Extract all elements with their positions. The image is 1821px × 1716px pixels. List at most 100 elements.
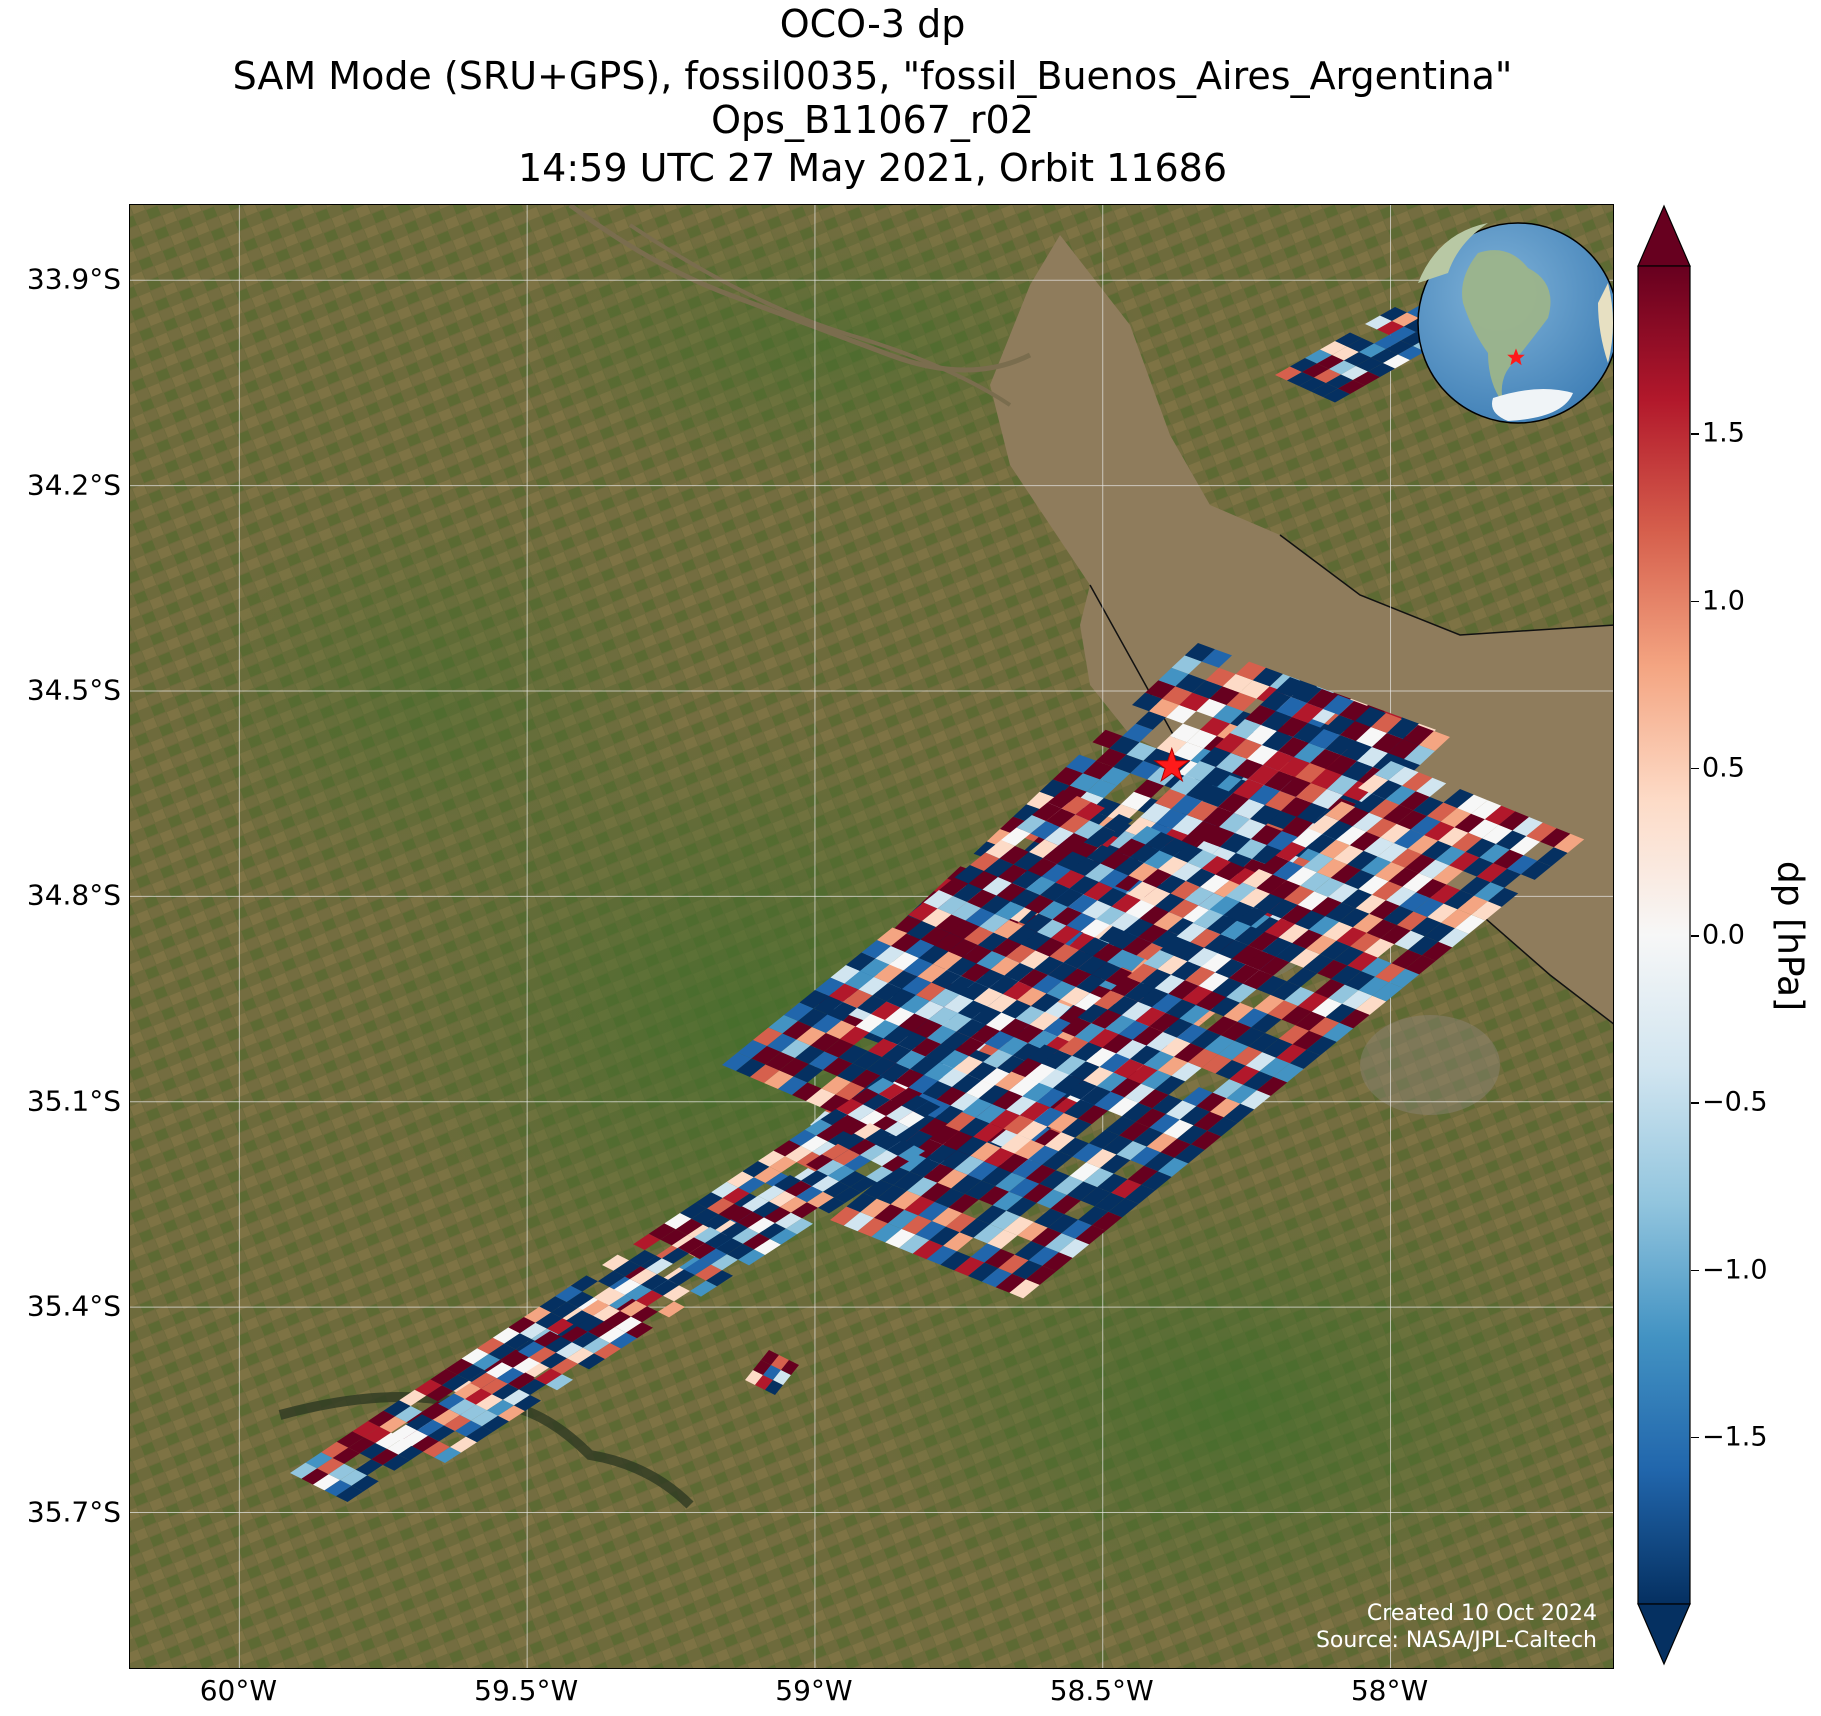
sounding-footprint xyxy=(937,1169,968,1189)
sounding-footprint xyxy=(764,1207,791,1223)
sounding-footprint xyxy=(578,1353,605,1370)
map-panel[interactable]: Created 10 Oct 2024 Source: NASA/JPL-Cal… xyxy=(129,204,1614,1669)
sounding-footprint xyxy=(928,1007,958,1026)
sounding-footprint xyxy=(1236,839,1267,859)
sounding-footprint xyxy=(1110,912,1140,931)
sounding-footprint xyxy=(773,1140,801,1157)
sounding-footprint xyxy=(1168,980,1199,1000)
sounding-footprint xyxy=(745,1370,763,1385)
sounding-footprint xyxy=(933,951,963,970)
colorbar-tick-label: 0.0 xyxy=(1702,919,1745,951)
sounding-footprint xyxy=(1204,827,1235,847)
sounding-footprint xyxy=(1251,1013,1282,1033)
colorbar-tick-label: 0.5 xyxy=(1702,752,1745,784)
sounding-footprint xyxy=(767,1033,797,1052)
sounding-footprint xyxy=(1398,346,1425,360)
sounding-footprint xyxy=(1289,1049,1321,1069)
sounding-footprint xyxy=(658,1301,685,1318)
sounding-footprint xyxy=(615,1316,642,1333)
sounding-footprint xyxy=(1226,1084,1257,1104)
sounding-footprint xyxy=(1149,698,1180,718)
sounding-footprint xyxy=(1396,810,1427,830)
sounding-footprint xyxy=(1424,821,1455,841)
sounding-footprint xyxy=(726,1171,754,1188)
sounding-footprint xyxy=(815,977,845,996)
sounding-footprint xyxy=(694,1227,721,1243)
sounding-footprint xyxy=(535,1312,563,1329)
sounding-footprint xyxy=(641,1274,668,1291)
sounding-footprint xyxy=(444,1415,471,1431)
sounding-footprint xyxy=(454,1383,481,1399)
plot-title-line-4: 14:59 UTC 27 May 2021, Orbit 11686 xyxy=(517,146,1227,190)
sounding-footprint xyxy=(1024,895,1054,914)
sounding-footprint xyxy=(583,1337,610,1354)
sounding-footprint xyxy=(973,1224,1004,1244)
sounding-footprint xyxy=(1111,894,1141,913)
plot-title-line-2: SAM Mode (SRU+GPS), fossil0035, "fossil_… xyxy=(232,54,1513,98)
map-canvas[interactable] xyxy=(130,205,1614,1669)
sounding-footprint xyxy=(1072,1143,1103,1163)
sounding-footprint xyxy=(1317,355,1344,369)
sounding-footprint xyxy=(1211,773,1242,792)
sounding-footprint xyxy=(1299,377,1326,392)
sounding-footprint xyxy=(1410,917,1442,937)
sounding-footprint xyxy=(1229,964,1260,984)
sounding-footprint xyxy=(1275,842,1306,862)
colorbar-tick-label: 1.0 xyxy=(1702,585,1745,616)
sounding-footprint xyxy=(460,1404,487,1421)
sounding-footprint xyxy=(1355,793,1386,813)
sounding-footprint xyxy=(1404,745,1435,765)
sounding-footprint xyxy=(770,1228,797,1245)
sounding-footprint xyxy=(911,1038,941,1057)
sounding-footprint xyxy=(1267,899,1298,919)
sounding-footprint xyxy=(732,1227,759,1244)
sounding-footprint xyxy=(1335,332,1362,347)
sounding-footprint xyxy=(1077,1004,1108,1024)
sounding-footprint xyxy=(898,1145,925,1162)
sounding-footprint xyxy=(779,1058,809,1077)
sounding-footprint xyxy=(1121,1102,1153,1122)
sounding-footprint xyxy=(865,1128,892,1145)
sounding-footprint xyxy=(806,1154,833,1171)
sounding-footprint xyxy=(508,1317,536,1334)
sounding-footprint xyxy=(594,1343,621,1359)
colorbar-tick-label: −1.5 xyxy=(1702,1421,1768,1453)
sounding-footprint xyxy=(1052,1074,1084,1094)
sounding-footprint xyxy=(1262,937,1293,957)
sounding-footprint xyxy=(1029,1012,1059,1031)
sounding-footprint xyxy=(775,1212,802,1229)
sounding-footprint xyxy=(477,1337,505,1354)
sounding-footprint xyxy=(1170,881,1200,900)
sounding-footprint xyxy=(1341,366,1368,380)
sounding-footprint xyxy=(690,1280,717,1297)
sounding-footprint xyxy=(1198,893,1228,912)
sounding-footprint xyxy=(1160,936,1191,956)
sounding-footprint xyxy=(1272,861,1304,881)
sounding-footprint xyxy=(1187,801,1218,821)
sounding-footprint xyxy=(1149,1012,1180,1032)
sounding-footprint xyxy=(1127,881,1157,900)
sounding-footprint xyxy=(422,1403,449,1420)
sounding-footprint xyxy=(846,952,876,971)
sounding-footprint xyxy=(1328,883,1359,903)
sounding-footprint xyxy=(1413,898,1444,918)
sounding-footprint xyxy=(1192,680,1223,699)
sounding-footprint xyxy=(1352,812,1383,832)
sounding-footprint xyxy=(940,1251,971,1271)
sounding-footprint xyxy=(907,1177,938,1197)
sounding-footprint xyxy=(1388,968,1420,988)
sounding-footprint xyxy=(597,1270,625,1287)
sounding-footprint xyxy=(718,1203,746,1220)
sounding-footprint xyxy=(1054,888,1084,907)
sounding-footprint xyxy=(625,1284,652,1301)
sounding-footprint xyxy=(1314,369,1341,383)
sounding-footprint xyxy=(799,990,829,1009)
sounding-footprint xyxy=(1011,1058,1042,1078)
sounding-footprint xyxy=(1058,1238,1090,1258)
sounding-footprint xyxy=(1234,799,1265,819)
sounding-footprint xyxy=(1000,816,1031,836)
sounding-footprint xyxy=(843,989,873,1008)
sounding-footprint xyxy=(966,1080,996,1099)
sounding-footprint xyxy=(995,901,1025,920)
sounding-footprint xyxy=(1371,713,1402,733)
